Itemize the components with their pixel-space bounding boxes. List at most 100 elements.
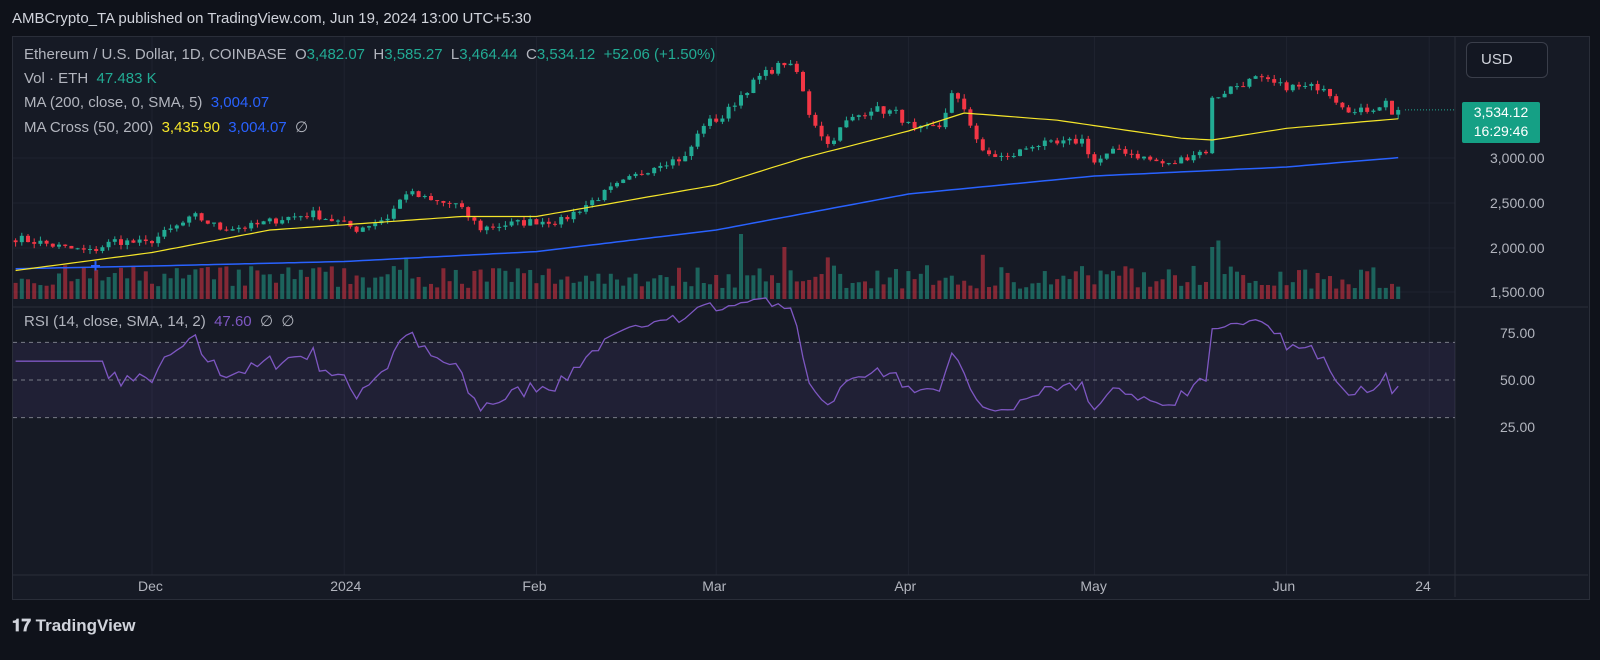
candle-body bbox=[788, 63, 793, 66]
volume-bar bbox=[509, 281, 514, 299]
candle-body bbox=[658, 165, 663, 168]
tradingview-logo[interactable]: 𝟏𝟕 TradingView bbox=[12, 616, 135, 636]
candle-body bbox=[949, 93, 954, 113]
candle-body bbox=[621, 179, 626, 183]
candle-body bbox=[1160, 161, 1165, 164]
time-tick: Dec bbox=[138, 578, 163, 594]
candle-body bbox=[813, 114, 818, 126]
candle-body bbox=[298, 216, 303, 218]
volume-bar bbox=[1191, 265, 1196, 299]
volume-bar bbox=[1030, 283, 1035, 299]
rsi-legend[interactable]: RSI (14, close, SMA, 14, 2) 47.60 ∅ ∅ bbox=[24, 312, 294, 330]
volume-bar bbox=[38, 285, 43, 299]
volume-bar bbox=[602, 283, 607, 299]
volume-bar bbox=[1197, 284, 1202, 299]
volume-bar bbox=[484, 281, 489, 299]
volume-bar bbox=[590, 281, 595, 299]
volume-bar bbox=[336, 286, 340, 299]
candle-body bbox=[174, 225, 179, 229]
volume-bar bbox=[143, 271, 148, 299]
currency-button[interactable]: USD bbox=[1466, 42, 1548, 78]
volume-bar bbox=[906, 271, 911, 299]
price-tick: 1,500.00 bbox=[1490, 284, 1545, 300]
candle-body bbox=[212, 222, 216, 224]
volume-bar bbox=[1365, 271, 1370, 299]
volume-bar bbox=[1334, 288, 1339, 299]
volume-bar bbox=[94, 269, 99, 299]
candle-body bbox=[181, 222, 185, 226]
volume-bar bbox=[75, 278, 80, 299]
bar-countdown: 16:29:46 bbox=[1473, 123, 1529, 139]
candle-body bbox=[441, 201, 446, 203]
volume-bar bbox=[776, 282, 781, 299]
candle-body bbox=[1309, 83, 1314, 86]
candle-body bbox=[1346, 107, 1351, 113]
candle-body bbox=[112, 239, 117, 242]
volume-bar bbox=[193, 269, 198, 299]
volume-bar bbox=[447, 281, 452, 299]
volume-bar bbox=[522, 273, 526, 299]
candle-body bbox=[1042, 140, 1047, 147]
candle-body bbox=[106, 241, 111, 248]
volume-bar bbox=[571, 282, 576, 299]
volume-bar bbox=[1328, 276, 1332, 299]
volume-bar bbox=[801, 281, 805, 299]
candle-body bbox=[199, 213, 204, 221]
candle-body bbox=[261, 221, 266, 225]
candle-body bbox=[757, 75, 762, 80]
ma-legend[interactable]: MA (200, close, 0, SMA, 5) 3,004.07 bbox=[24, 94, 269, 111]
ma-cross-marker: + bbox=[90, 256, 101, 276]
candle-body bbox=[528, 219, 533, 226]
candle-body bbox=[1216, 97, 1221, 99]
chart-panel[interactable] bbox=[12, 36, 1590, 600]
candle-body bbox=[193, 213, 198, 217]
volume-bar bbox=[863, 281, 867, 299]
candle-body bbox=[968, 109, 973, 126]
volume-bar bbox=[708, 284, 712, 299]
volume-bar bbox=[1247, 282, 1252, 299]
candle-body bbox=[1104, 153, 1109, 159]
candle-body bbox=[1123, 149, 1128, 154]
candle-body bbox=[1086, 138, 1091, 155]
change-value: +52.06 (+1.50%) bbox=[603, 46, 716, 63]
volume-bar bbox=[267, 274, 272, 299]
volume-bar bbox=[739, 234, 743, 299]
candle-body bbox=[354, 226, 359, 232]
candle-body bbox=[1204, 151, 1208, 154]
volume-bar bbox=[398, 269, 402, 299]
candle-body bbox=[584, 205, 588, 212]
candle-body bbox=[695, 133, 700, 147]
candle-body bbox=[875, 106, 880, 112]
volume-bar bbox=[379, 276, 384, 299]
candle-body bbox=[472, 217, 477, 221]
candle-body bbox=[912, 121, 917, 129]
candle-body bbox=[162, 229, 167, 237]
volume-bar bbox=[1073, 271, 1078, 299]
volume-legend[interactable]: Vol · ETH 47.483 K bbox=[24, 70, 157, 87]
volume-bar bbox=[44, 285, 49, 299]
volume-bar bbox=[832, 265, 836, 299]
volume-bar bbox=[1396, 286, 1401, 299]
candle-body bbox=[1197, 151, 1202, 156]
candle-body bbox=[410, 191, 415, 195]
volume-bar bbox=[1024, 287, 1029, 299]
macross-legend[interactable]: MA Cross (50, 200) 3,435.90 3,004.07 ∅ bbox=[24, 118, 308, 136]
symbol-legend[interactable]: Ethereum / U.S. Dollar, 1D, COINBASE O3,… bbox=[24, 46, 715, 63]
candle-body bbox=[1166, 163, 1171, 165]
candle-body bbox=[590, 200, 595, 206]
candle-body bbox=[1018, 149, 1022, 156]
ma50-line bbox=[15, 112, 1399, 272]
candle-body bbox=[329, 218, 334, 222]
candle-body bbox=[385, 218, 390, 221]
candle-body bbox=[825, 136, 830, 144]
volume-bar bbox=[931, 284, 936, 299]
candle-body bbox=[980, 139, 985, 151]
macross-fast-value: 3,435.90 bbox=[161, 119, 220, 136]
candle-body bbox=[534, 219, 539, 225]
candle-body bbox=[850, 116, 855, 121]
candle-body bbox=[44, 240, 49, 244]
volume-bar bbox=[50, 284, 55, 299]
volume-bar bbox=[1309, 288, 1314, 299]
volume-bar bbox=[292, 279, 297, 299]
